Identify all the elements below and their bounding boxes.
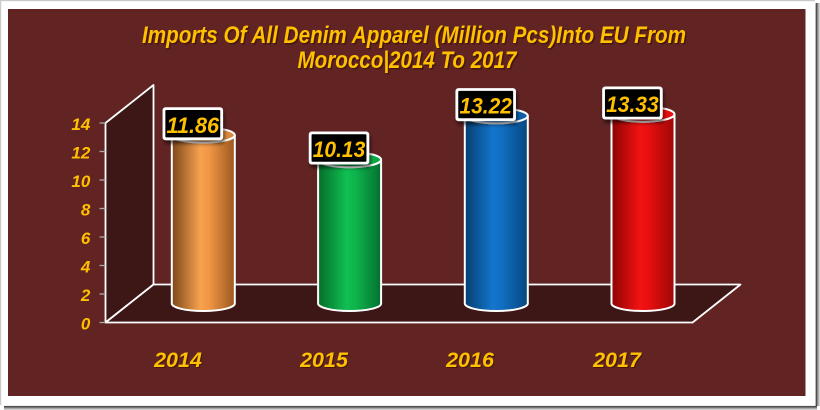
svg-text:2017: 2017 [593, 349, 643, 373]
svg-text:10: 10 [71, 172, 90, 191]
svg-text:10.13: 10.13 [313, 137, 366, 162]
svg-text:Imports Of All Denim Apparel (: Imports Of All Denim Apparel (Million Pc… [142, 22, 686, 49]
svg-text:2015: 2015 [299, 348, 349, 372]
svg-text:Morocco|2014 To 2017: Morocco|2014 To 2017 [298, 47, 518, 74]
svg-text:0: 0 [81, 314, 91, 333]
svg-text:2014: 2014 [153, 348, 202, 372]
svg-text:2: 2 [80, 286, 91, 305]
svg-text:13.22: 13.22 [459, 94, 512, 119]
svg-text:2015: 2015 [300, 349, 350, 373]
svg-text:Morocco|2014 To 2017: Morocco|2014 To 2017 [299, 49, 519, 76]
svg-text:2017: 2017 [592, 348, 642, 372]
svg-text:4: 4 [80, 257, 91, 276]
svg-text:13.33: 13.33 [606, 92, 659, 117]
svg-text:8: 8 [81, 200, 91, 219]
svg-text:2016: 2016 [445, 348, 495, 372]
svg-text:11.86: 11.86 [167, 113, 220, 138]
svg-text:Imports Of All Denim Apparel (: Imports Of All Denim Apparel (Million Pc… [144, 24, 688, 51]
svg-text:12: 12 [71, 143, 90, 162]
svg-text:2014: 2014 [154, 349, 203, 373]
svg-text:14: 14 [71, 115, 90, 134]
svg-text:6: 6 [81, 229, 91, 248]
svg-text:2016: 2016 [446, 349, 496, 373]
